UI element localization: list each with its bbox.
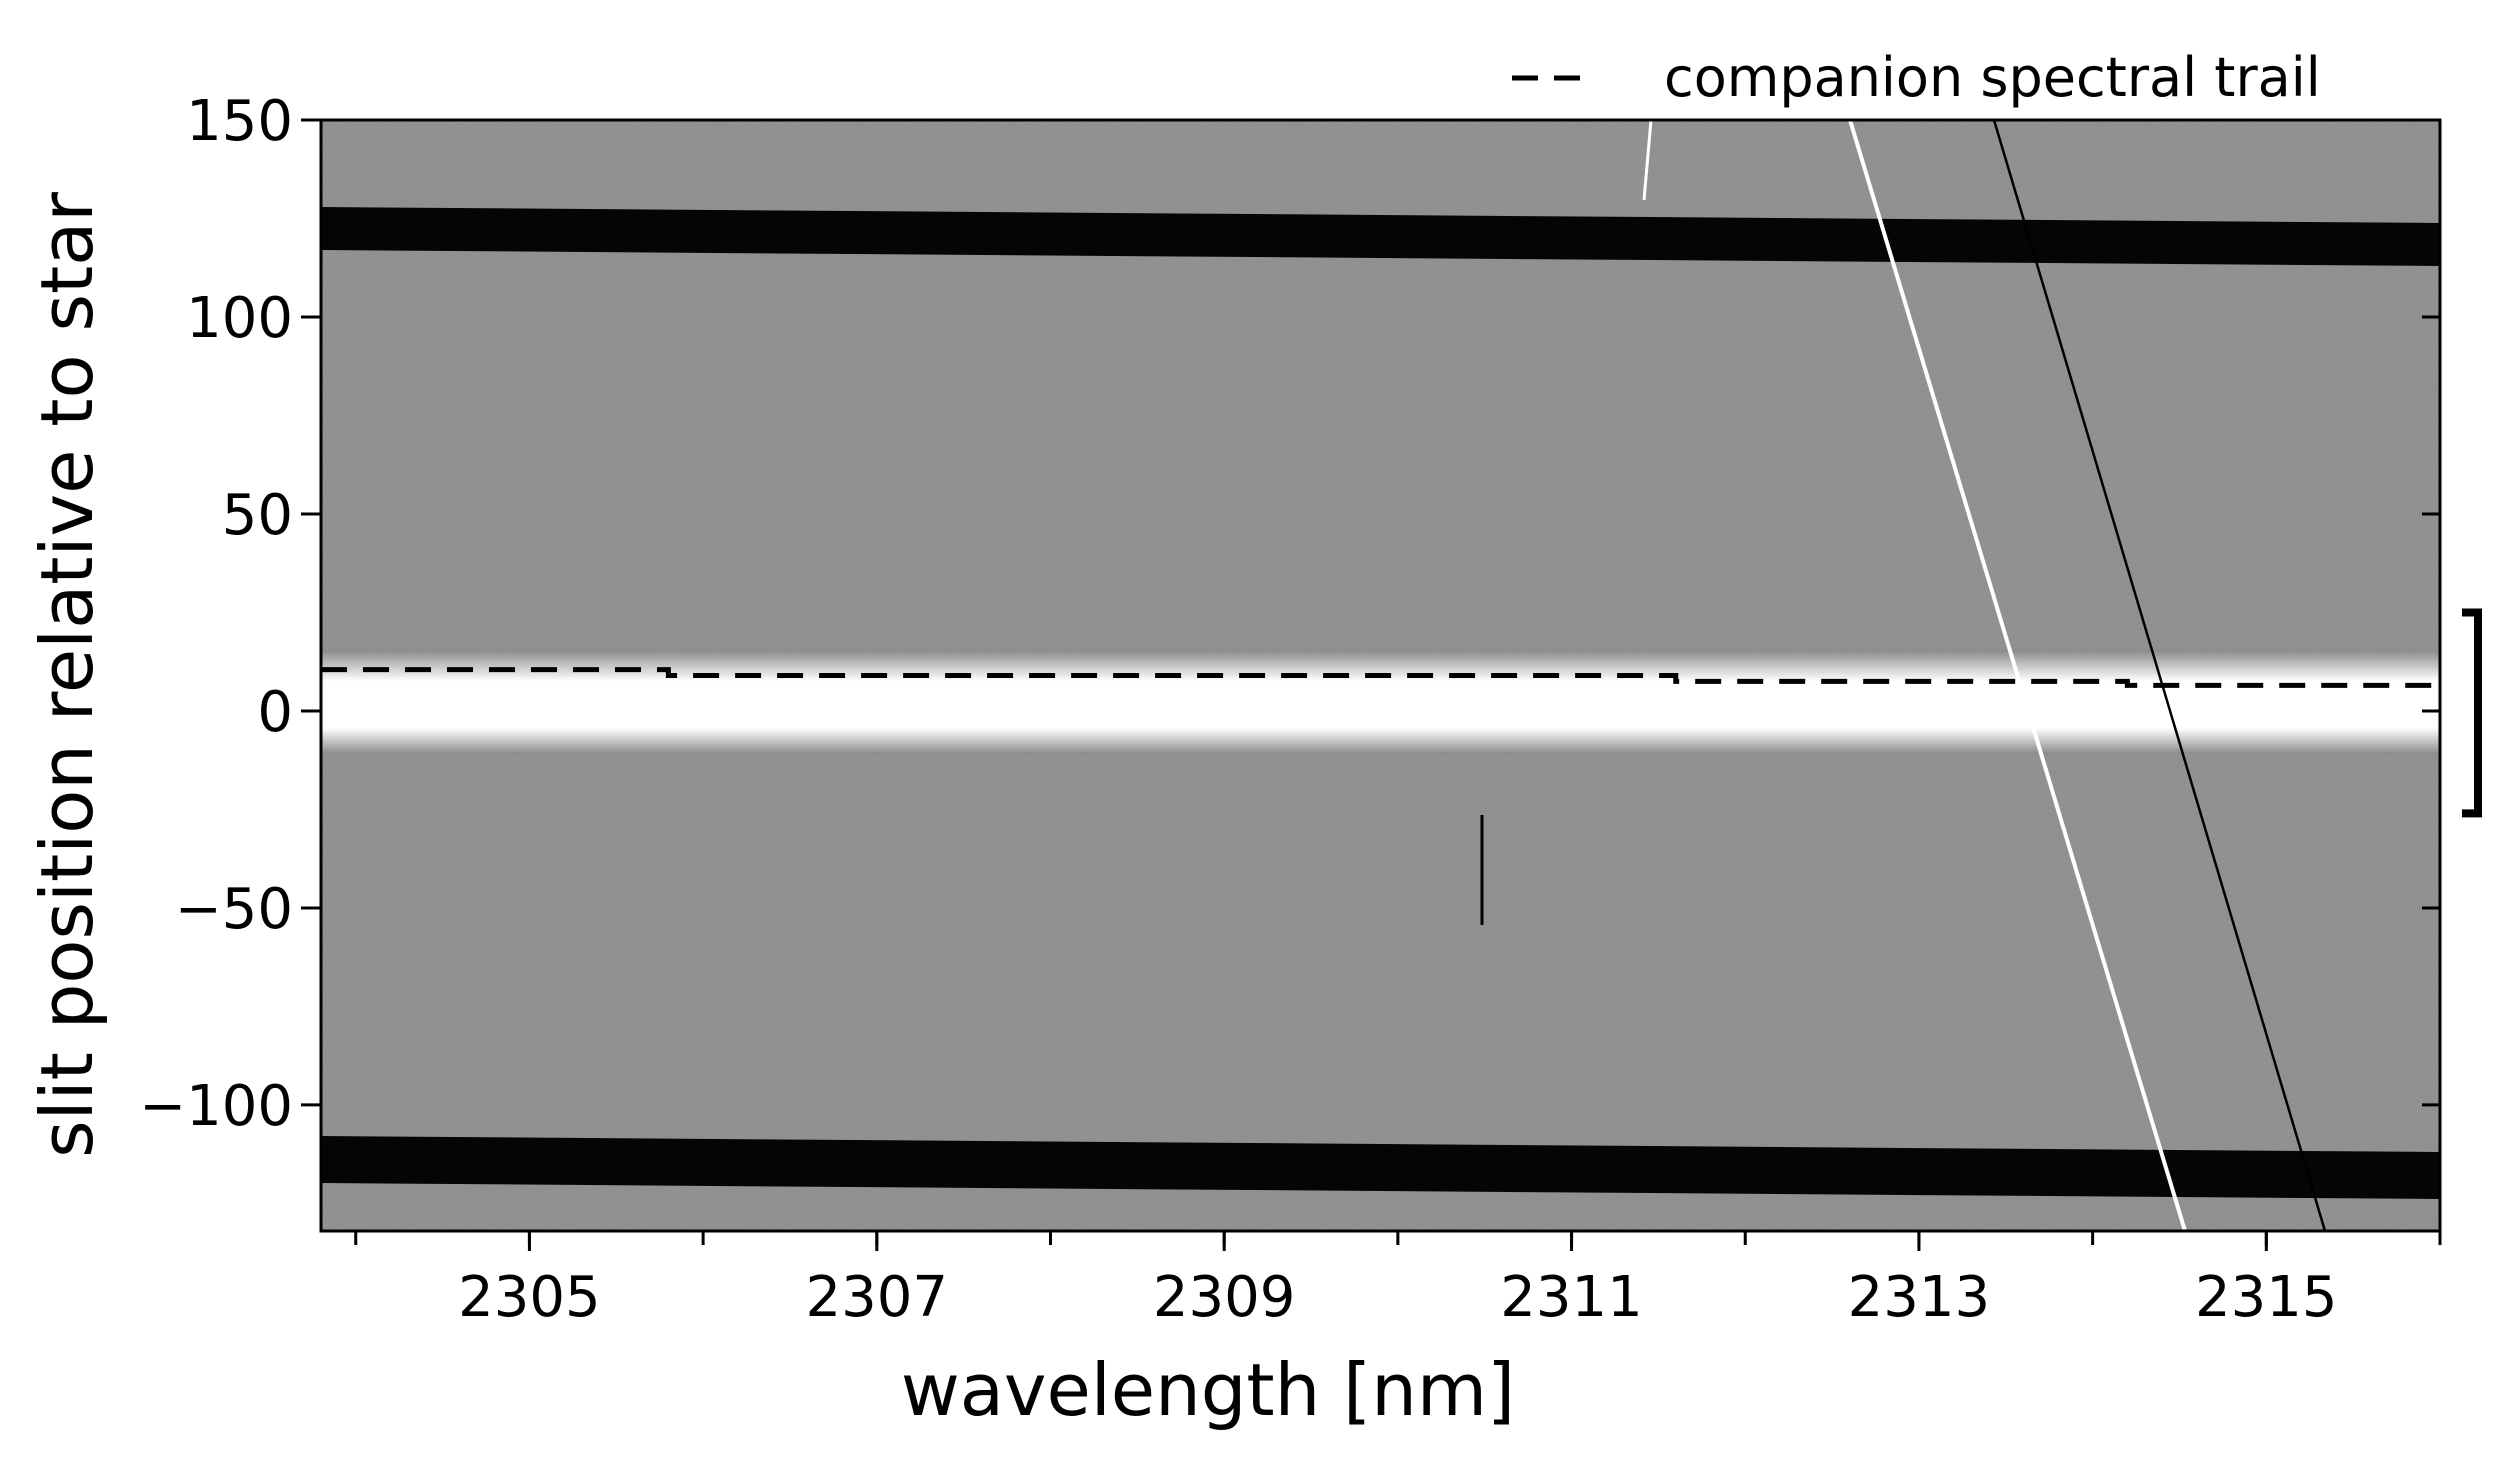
x-tick-label: 2305 <box>458 1265 601 1330</box>
bracket <box>2462 608 2482 818</box>
y-tick-label: −50 <box>175 877 293 942</box>
trail-line <box>321 667 2440 688</box>
y-tick-label: 100 <box>186 286 293 351</box>
y-tick-label: 150 <box>186 89 293 154</box>
x-tick-label: 2313 <box>1848 1265 1991 1330</box>
x-tick-label: 2307 <box>806 1265 949 1330</box>
legend-label: companion spectral trail <box>1664 46 2321 109</box>
x-tick-label: 2309 <box>1153 1265 1296 1330</box>
plot-frame <box>319 118 2442 1233</box>
y-tick-label: 0 <box>257 680 293 745</box>
x-axis-label: wavelength [nm] <box>901 1348 1515 1432</box>
sky-line <box>1848 120 2187 1231</box>
dark-band <box>321 207 2440 266</box>
sky-line <box>1992 120 2327 1231</box>
y-tick-label: −100 <box>139 1074 293 1139</box>
x-tick-label: 2311 <box>1500 1265 1643 1330</box>
dark-band <box>321 1136 2440 1199</box>
y-tick-label: 50 <box>222 483 293 548</box>
artifact <box>1642 120 1653 201</box>
y-axis-label: slit position relative to star <box>25 192 109 1158</box>
x-tick-label: 2315 <box>2195 1265 2338 1330</box>
star-band <box>321 650 2440 754</box>
